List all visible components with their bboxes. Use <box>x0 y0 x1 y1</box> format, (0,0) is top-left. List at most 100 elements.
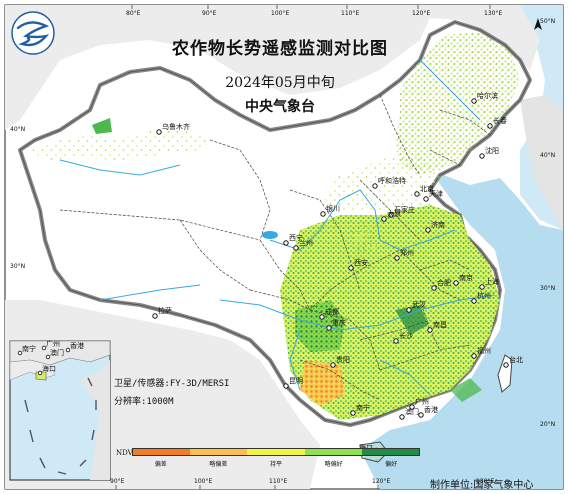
logo-swirl <box>16 21 50 47</box>
city-label: 拉萨 <box>158 306 172 315</box>
latitude-label-left: 30°N <box>10 263 25 270</box>
vegetation-northeast <box>395 32 520 175</box>
city-marker <box>320 211 326 217</box>
city-marker <box>431 285 437 291</box>
longitude-label-bottom: 100°E <box>194 478 212 485</box>
city-label: 合肥 <box>437 278 451 287</box>
city-marker <box>479 284 485 290</box>
nine-dash-segment <box>79 459 87 467</box>
longitude-label-top: 110°E <box>341 10 359 17</box>
vegetation-xinjiang <box>30 128 210 160</box>
longitude-label-top: 80°E <box>126 10 141 17</box>
city-marker <box>319 314 325 320</box>
map-title: 农作物长势遥感监测对比图 <box>172 39 388 59</box>
city-label: 西安 <box>354 258 368 267</box>
city-marker <box>388 212 394 218</box>
city-marker <box>152 313 158 319</box>
legend-class-label: 偏好 <box>385 461 398 468</box>
longitude-label-bottom: 130°E <box>476 478 494 485</box>
city-marker <box>471 298 477 304</box>
city-label: 石家庄 <box>394 205 415 214</box>
city-marker <box>381 216 387 222</box>
city-label: 福州 <box>477 346 491 355</box>
legend: NDVI 偏差 略偏差 持平 略偏好 偏好 <box>116 448 420 470</box>
city-marker <box>418 412 424 418</box>
vegetation-north-china <box>320 150 440 212</box>
resolution-label: 分辨率:1000M <box>114 397 174 407</box>
province-border <box>249 289 331 311</box>
city-marker <box>471 353 477 359</box>
neighbor-land-north <box>5 5 540 130</box>
city-marker <box>479 153 485 159</box>
city-marker <box>393 338 399 344</box>
longitude-label-top: 130°E <box>484 10 502 17</box>
credit-label: 制作单位:国家气象中心 <box>430 480 534 491</box>
vegetation-green-patch-1 <box>395 305 428 335</box>
city-marker <box>427 327 433 333</box>
city-marker <box>283 383 289 389</box>
legend-swatch <box>361 449 420 455</box>
city-label: 武汉 <box>412 300 426 309</box>
city-marker <box>453 280 459 286</box>
city-label: 兰州 <box>299 238 313 247</box>
inset-city-marker <box>41 345 47 351</box>
vegetation-yunnan-dry <box>300 360 345 405</box>
city-label: 哈尔滨 <box>477 91 498 100</box>
city-marker <box>348 265 354 271</box>
city-label: 沈阳 <box>485 146 499 155</box>
city-marker <box>414 191 420 197</box>
compass-arrow <box>534 18 542 30</box>
province-border <box>359 319 431 341</box>
longitude-label-top: 120°E <box>412 10 430 17</box>
vegetation-sichuan <box>295 300 345 352</box>
legend-class-label: 偏差 <box>154 461 167 468</box>
province-border <box>399 249 461 301</box>
province-border <box>429 149 461 166</box>
vegetation-green-patch-2 <box>450 378 482 402</box>
logo-ring <box>11 11 55 55</box>
city-label: 南昌 <box>433 320 447 329</box>
river <box>379 359 431 396</box>
city-marker <box>399 414 405 420</box>
sensor-label: 卫星/传感器:FY-3D/MERSI <box>114 379 230 389</box>
neighbor-land-east <box>520 95 563 230</box>
city-label: 长春 <box>493 116 507 125</box>
city-marker <box>326 325 332 331</box>
city-label: 香港 <box>424 405 438 414</box>
river <box>59 159 181 176</box>
city-marker <box>471 98 477 104</box>
inset-city-marker <box>45 354 51 360</box>
city-marker <box>330 362 336 368</box>
province-border <box>209 139 271 241</box>
city-marker <box>394 255 400 261</box>
legend-swatch <box>247 449 305 455</box>
city-marker <box>487 123 493 129</box>
city-label: 广州 <box>415 397 429 406</box>
city-label: 澳门 <box>405 407 419 416</box>
city-label: 台北 <box>509 355 523 364</box>
city-marker <box>372 183 378 189</box>
latitude-label-right: 30°N <box>540 285 555 292</box>
province-border <box>259 239 311 311</box>
nine-dash-segment <box>91 429 95 441</box>
city-marker <box>350 410 356 416</box>
city-label: 乌鲁木齐 <box>162 122 190 131</box>
city-label: 北京 <box>420 184 434 193</box>
latitude-label-right: 20°N <box>540 421 555 428</box>
legend-colorbar <box>132 448 420 456</box>
period-label: 2024年05月中旬 <box>225 75 335 91</box>
province-border <box>359 179 421 241</box>
nine-dash-segment <box>57 471 67 475</box>
river <box>419 59 481 121</box>
river <box>99 284 201 301</box>
province-border <box>299 359 381 401</box>
city-label: 昆明 <box>289 377 303 385</box>
nine-dash-segment <box>29 429 34 443</box>
province-border <box>419 259 471 271</box>
vegetation-ili-patch <box>92 118 112 134</box>
city-label: 济南 <box>431 220 445 229</box>
legend-class-label: 持平 <box>269 461 282 468</box>
inset-city-label: 澳门 <box>50 348 64 357</box>
province-border <box>329 249 401 291</box>
